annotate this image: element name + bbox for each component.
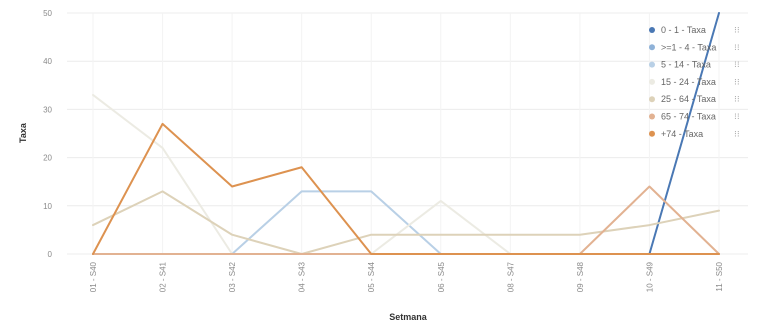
x-axis-ticks: 01 - S40 02 - S41 03 - S42 04 - S43 05 - S44… (89, 261, 724, 292)
legend-swatch (649, 130, 655, 137)
y-axis-ticks: 0 10 20 30 40 50 (43, 9, 52, 259)
x-axis-title: Setmana (389, 312, 428, 322)
legend-swatch (649, 44, 655, 51)
legend-swatch (649, 96, 655, 103)
series-lines (92, 12, 720, 255)
x-tick-label: 01 - S40 (89, 261, 98, 292)
x-tick-label: 03 - S42 (228, 261, 237, 292)
legend-item-menu-icon[interactable]: ⁝⁝ (734, 129, 740, 139)
x-tick-label: 02 - S41 (159, 261, 168, 292)
x-tick-label: 08 - S47 (506, 261, 515, 292)
x-tick-label: 10 - S49 (645, 261, 654, 292)
legend: 0 - 1 - Taxa ⁝⁝ >=1 - 4 - Taxa ⁝⁝ 5 - 14 - T… (649, 25, 740, 139)
series-line (92, 185, 720, 255)
legend-item-label: >=1 - 4 - Taxa (661, 42, 716, 52)
legend-item-label: 25 - 64 - Taxa (661, 94, 716, 104)
legend-item-label: +74 - Taxa (661, 129, 703, 139)
x-tick-label: 05 - S44 (367, 261, 376, 292)
series-line (92, 190, 720, 255)
legend-item-menu-icon[interactable]: ⁝⁝ (734, 112, 740, 122)
series-line (92, 93, 720, 255)
series-line (92, 12, 720, 255)
y-tick-label: 50 (43, 9, 52, 18)
legend-item-label: 0 - 1 - Taxa (661, 25, 706, 35)
x-tick-label: 06 - S45 (437, 261, 446, 292)
x-tick-label: 04 - S43 (298, 261, 307, 292)
grid (67, 12, 748, 255)
legend-item-label: 15 - 24 - Taxa (661, 77, 716, 87)
legend-item-menu-icon[interactable]: ⁝⁝ (734, 25, 740, 35)
legend-item-menu-icon[interactable]: ⁝⁝ (734, 42, 740, 52)
series-line (92, 190, 720, 255)
y-tick-label: 0 (48, 250, 53, 259)
legend-item-menu-icon[interactable]: ⁝⁝ (734, 60, 740, 70)
x-tick-label: 11 - S50 (715, 261, 724, 291)
legend-item-label: 5 - 14 - Taxa (661, 60, 711, 70)
legend-swatch (649, 61, 655, 68)
legend-item-menu-icon[interactable]: ⁝⁝ (734, 94, 740, 104)
legend-swatch (649, 113, 655, 120)
legend-item-menu-icon[interactable]: ⁝⁝ (734, 77, 740, 87)
y-tick-label: 30 (43, 105, 52, 114)
x-tick-label: 09 - S48 (576, 261, 585, 292)
y-tick-label: 10 (43, 202, 52, 211)
legend-swatch (649, 78, 655, 85)
y-axis-title: Taxa (18, 122, 28, 143)
y-tick-label: 40 (43, 57, 52, 66)
legend-item-label: 65 - 74 - Taxa (661, 112, 716, 122)
series-line (92, 122, 720, 255)
legend-swatch (649, 27, 655, 33)
y-tick-label: 20 (43, 154, 52, 163)
